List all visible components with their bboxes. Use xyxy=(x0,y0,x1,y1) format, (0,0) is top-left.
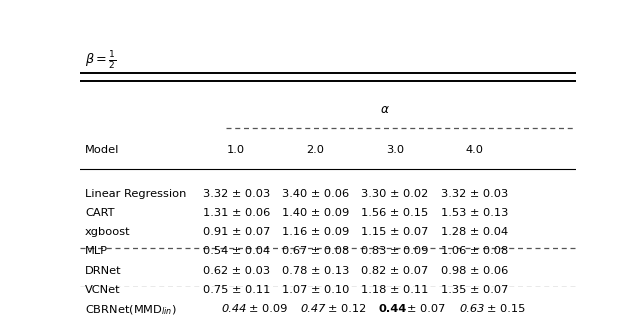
Text: DRNet: DRNet xyxy=(85,266,122,276)
Text: 2.0: 2.0 xyxy=(307,145,324,155)
Text: 3.30 ± 0.02: 3.30 ± 0.02 xyxy=(362,189,429,199)
Text: ± 0.07: ± 0.07 xyxy=(408,304,446,314)
Text: 0.83 ± 0.09: 0.83 ± 0.09 xyxy=(361,246,429,256)
Text: 3.32 ± 0.03: 3.32 ± 0.03 xyxy=(203,189,270,199)
Text: 0.44: 0.44 xyxy=(378,304,406,314)
Text: 3.40 ± 0.06: 3.40 ± 0.06 xyxy=(282,189,349,199)
Text: 1.28 ± 0.04: 1.28 ± 0.04 xyxy=(441,227,508,237)
Text: 3.32 ± 0.03: 3.32 ± 0.03 xyxy=(441,189,508,199)
Text: 0.63: 0.63 xyxy=(459,304,484,314)
Text: ± 0.12: ± 0.12 xyxy=(328,304,366,314)
Text: 4.0: 4.0 xyxy=(465,145,483,155)
Text: 0.62 ± 0.03: 0.62 ± 0.03 xyxy=(203,266,270,276)
Text: $\alpha$: $\alpha$ xyxy=(380,103,390,116)
Text: CART: CART xyxy=(85,208,115,218)
Text: MLP: MLP xyxy=(85,246,108,256)
Text: 1.0: 1.0 xyxy=(227,145,245,155)
Text: 1.16 ± 0.09: 1.16 ± 0.09 xyxy=(282,227,349,237)
Text: 0.82 ± 0.07: 0.82 ± 0.07 xyxy=(362,266,429,276)
Text: 0.54 ± 0.04: 0.54 ± 0.04 xyxy=(203,246,270,256)
Text: 1.40 ± 0.09: 1.40 ± 0.09 xyxy=(282,208,349,218)
Text: 0.44: 0.44 xyxy=(221,304,246,314)
Text: ± 0.09: ± 0.09 xyxy=(249,304,287,314)
Text: 1.56 ± 0.15: 1.56 ± 0.15 xyxy=(362,208,429,218)
Text: 1.18 ± 0.11: 1.18 ± 0.11 xyxy=(361,285,429,295)
Text: 1.07 ± 0.10: 1.07 ± 0.10 xyxy=(282,285,349,295)
Text: $\beta = \frac{1}{2}$: $\beta = \frac{1}{2}$ xyxy=(85,49,116,71)
Text: 0.98 ± 0.06: 0.98 ± 0.06 xyxy=(441,266,508,276)
Text: 1.06 ± 0.08: 1.06 ± 0.08 xyxy=(441,246,508,256)
Text: ± 0.15: ± 0.15 xyxy=(487,304,525,314)
Text: 0.75 ± 0.11: 0.75 ± 0.11 xyxy=(202,285,270,295)
Text: 0.91 ± 0.07: 0.91 ± 0.07 xyxy=(202,227,270,237)
Text: 1.31 ± 0.06: 1.31 ± 0.06 xyxy=(203,208,270,218)
Text: 3.0: 3.0 xyxy=(386,145,404,155)
Text: Linear Regression: Linear Regression xyxy=(85,189,186,199)
Text: 0.67 ± 0.08: 0.67 ± 0.08 xyxy=(282,246,349,256)
Text: 1.35 ± 0.07: 1.35 ± 0.07 xyxy=(440,285,508,295)
Text: 0.47: 0.47 xyxy=(300,304,326,314)
Text: 1.53 ± 0.13: 1.53 ± 0.13 xyxy=(440,208,508,218)
Text: xgboost: xgboost xyxy=(85,227,131,237)
Text: CBRNet(MMD$_{lin}$): CBRNet(MMD$_{lin}$) xyxy=(85,304,177,317)
Text: Model: Model xyxy=(85,145,119,155)
Text: 0.78 ± 0.13: 0.78 ± 0.13 xyxy=(282,266,349,276)
Text: VCNet: VCNet xyxy=(85,285,120,295)
Text: 1.15 ± 0.07: 1.15 ± 0.07 xyxy=(361,227,429,237)
